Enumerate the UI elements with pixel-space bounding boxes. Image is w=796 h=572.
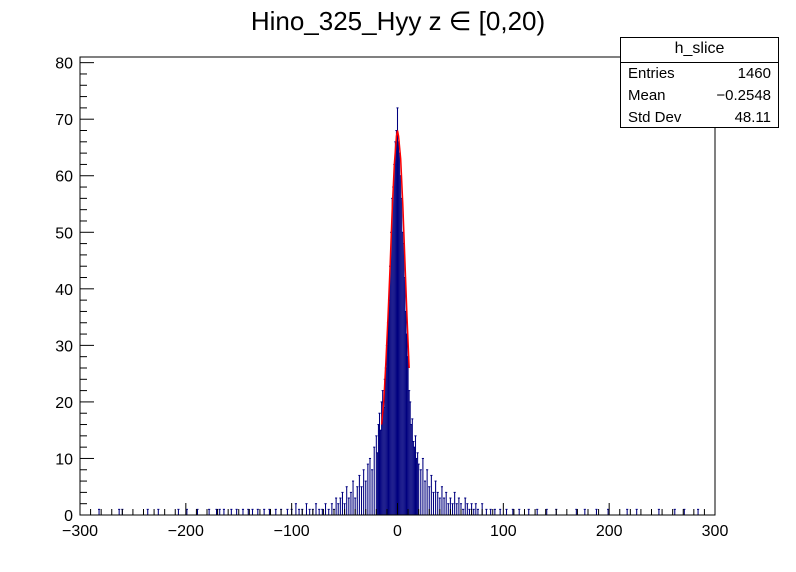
x-tick-label: 200 [596,523,623,540]
x-tick-label: 0 [393,523,402,540]
x-tick-label: −300 [62,523,98,540]
stats-value: 1460 [737,65,771,82]
fit-curve [380,130,410,425]
x-tick-label: 100 [490,523,517,540]
y-tick-label: 20 [55,395,73,412]
stats-label: Std Dev [628,109,682,126]
x-axis: −300 −200 −100 0 100 200 300 [62,503,728,540]
x-tick-label: 300 [702,523,729,540]
stats-value: −0.2548 [716,87,771,104]
stats-row-entries: Entries 1460 [621,63,778,85]
stats-row-mean: Mean −0.2548 [621,85,778,107]
stats-label: Mean [628,87,666,104]
y-tick-label: 40 [55,282,73,299]
x-tick-label: −200 [168,523,204,540]
chart-title: Hino_325_Hyy z ∈ [0,20) [250,6,546,36]
y-tick-label: 10 [55,451,73,468]
y-axis: 0 10 20 30 40 50 60 70 80 [55,56,94,525]
stats-label: Entries [628,65,675,82]
y-tick-label: 70 [55,112,73,129]
y-tick-label: 80 [55,56,73,73]
y-tick-label: 30 [55,338,73,355]
y-tick-label: 60 [55,169,73,186]
x-tick-label: −100 [274,523,310,540]
y-tick-label: 0 [64,508,73,525]
stats-value: 48.11 [734,109,771,126]
stats-row-stddev: Std Dev 48.11 [621,107,778,129]
histogram-bars [97,107,700,515]
stats-box: h_slice Entries 1460 Mean −0.2548 Std De… [620,37,779,128]
stats-box-name: h_slice [621,38,778,63]
y-tick-label: 50 [55,225,73,242]
fit-curve-group [380,130,410,425]
